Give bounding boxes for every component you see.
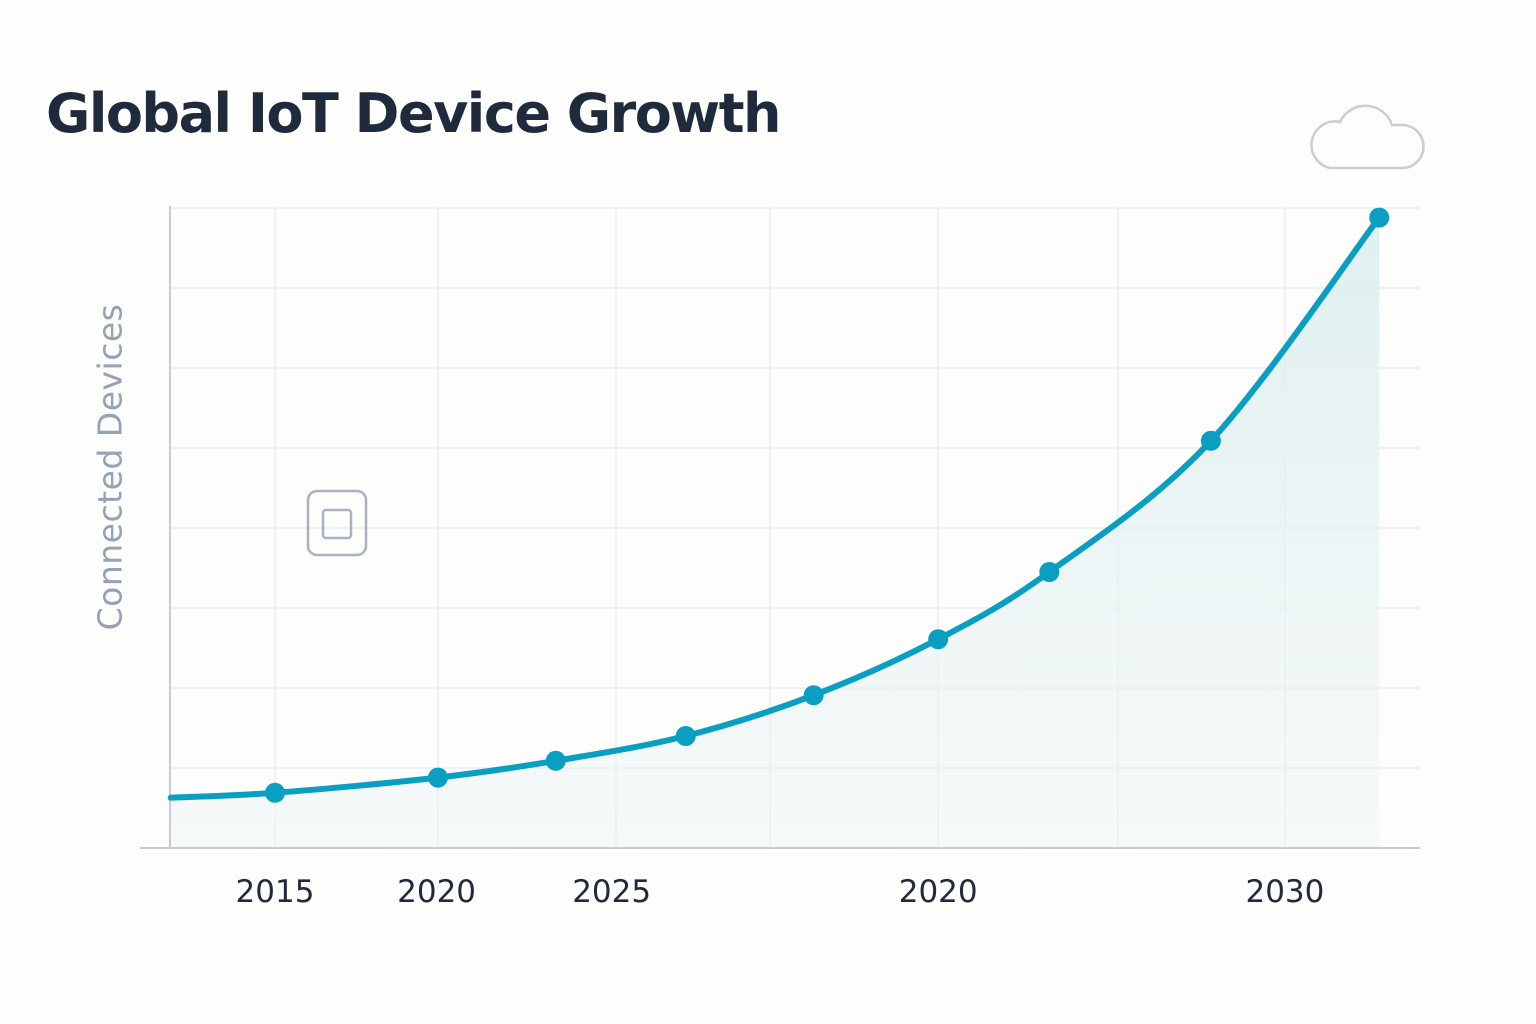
chip-icon [306,489,368,557]
x-tick-label: 2030 [1245,874,1324,910]
data-point [1039,562,1060,582]
data-point [1369,207,1390,228]
data-point [803,685,824,706]
data-point [1200,430,1221,451]
x-tick-label: 2020 [397,874,476,910]
cloud-icon [1310,104,1425,170]
x-tick-label: 2025 [572,874,651,910]
data-point [545,750,566,771]
data-point [427,767,448,788]
chart-title: Global IoT Device Growth [46,82,781,145]
x-tick-label: 2020 [899,874,978,910]
data-point [928,629,949,650]
x-tick-label: 2015 [236,874,315,910]
data-point [675,726,696,746]
data-point [265,782,285,803]
area-fill [170,217,1380,849]
series-line [167,214,1383,801]
